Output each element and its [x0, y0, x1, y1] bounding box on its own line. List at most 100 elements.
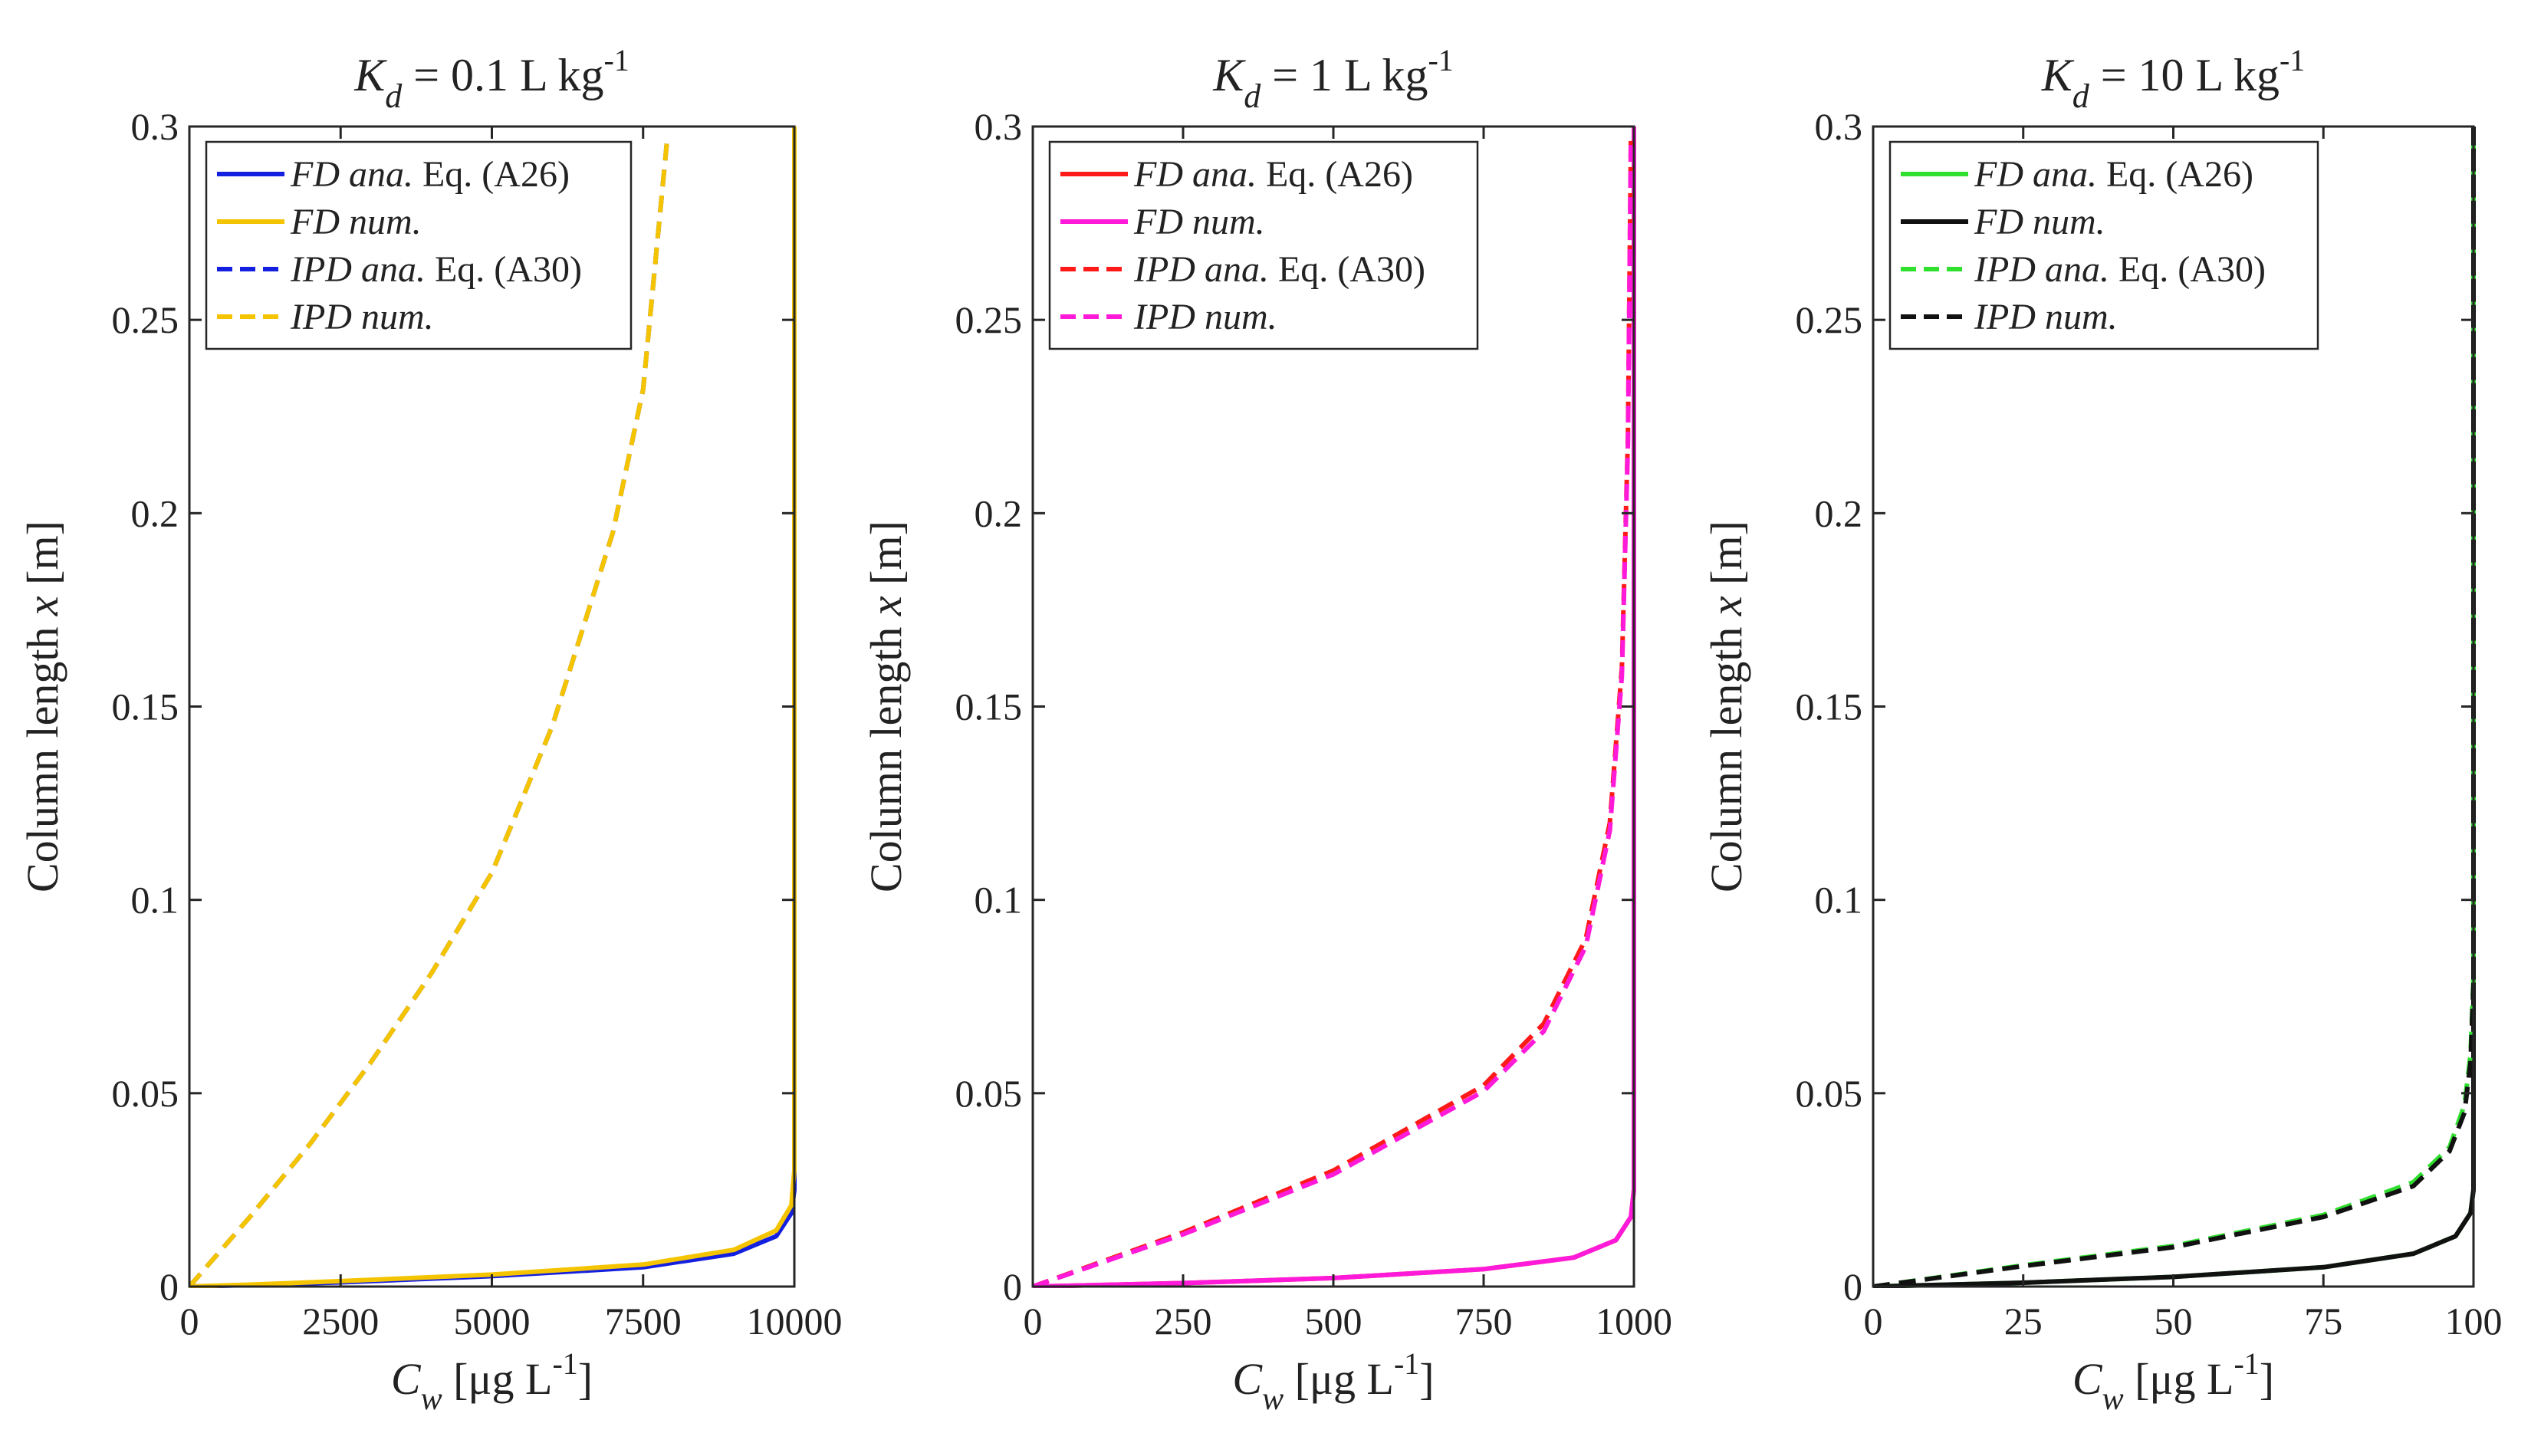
title-symbol: K: [1212, 50, 1246, 100]
xlabel-subscript: w: [421, 1382, 442, 1417]
series-line-2: [189, 127, 797, 1288]
y-tick-label: 0.2: [1815, 491, 1863, 534]
legend-label-rest: Eq. (A30): [2109, 249, 2266, 290]
legend-label-rest: Eq. (A30): [1269, 249, 1425, 290]
legend-label-italic: IPD num.: [290, 297, 434, 337]
xlabel-subscript: w: [2102, 1382, 2124, 1417]
title-subscript: d: [2072, 77, 2090, 115]
ylabel-unit: [m]: [18, 521, 67, 596]
series-line-3: [1033, 138, 1634, 1288]
y-tick-label: 0: [159, 1265, 179, 1308]
series-line-4: [1033, 138, 1634, 1288]
ylabel-unit: [m]: [1701, 521, 1751, 596]
legend-label-italic: IPD ana.: [290, 249, 426, 290]
y-tick-label: 0: [1003, 1265, 1022, 1308]
x-axis-label: Cw [μg L-1]: [2072, 1346, 2274, 1417]
chart-title: Kd = 0.1 L kg-1: [353, 43, 629, 115]
legend-label: IPD ana. Eq. (A30): [1974, 249, 2266, 290]
legend-label: FD num.: [290, 202, 422, 242]
legend: FD ana. Eq. (A26) FD num. IPD ana. Eq. (A3…: [1048, 140, 1479, 350]
x-tick-label: 750: [1455, 1300, 1513, 1343]
xlabel-subscript: w: [1262, 1382, 1284, 1417]
legend-label-italic: IPD ana.: [1974, 249, 2109, 290]
y-axis-label: Column length x [m]: [1701, 521, 1751, 892]
chart-title: Kd = 10 L kg-1: [2041, 43, 2306, 115]
legend-label-italic: FD ana.: [1133, 154, 1257, 195]
title-superscript: -1: [1428, 43, 1453, 77]
legend: FD ana. Eq. (A26) FD num. IPD ana. Eq. (A3…: [205, 140, 633, 350]
legend-label: IPD num.: [1974, 297, 2118, 337]
legend-label-rest: Eq. (A26): [1257, 154, 1413, 195]
legend-label-italic: IPD ana.: [1133, 249, 1269, 290]
legend-label: IPD num.: [1133, 297, 1277, 337]
x-tick-label: 7500: [605, 1300, 682, 1343]
legend-label-rest: Eq. (A26): [413, 154, 570, 195]
y-tick-label: 0.25: [112, 298, 179, 341]
title-text: = 0.1 L kg: [402, 50, 603, 100]
xlabel-symbol: C: [1232, 1354, 1263, 1404]
series-group: [189, 127, 797, 1288]
xlabel-text: [μg L: [442, 1354, 553, 1404]
title-text: = 10 L kg: [2089, 50, 2280, 100]
legend-label-italic: IPD num.: [1133, 297, 1277, 337]
x-tick-label: 10000: [747, 1300, 843, 1343]
series-line-4: [189, 137, 670, 1288]
xlabel-superscript: -1: [2234, 1346, 2259, 1381]
y-tick-label: 0.15: [112, 685, 179, 728]
legend-label: FD ana. Eq. (A26): [1974, 154, 2253, 195]
title-symbol: K: [2041, 50, 2075, 100]
x-tick-label: 75: [2304, 1300, 2342, 1343]
ylabel-symbol: x: [861, 596, 911, 616]
xlabel-close: ]: [2260, 1354, 2274, 1404]
xlabel-superscript: -1: [552, 1346, 577, 1381]
x-tick-label: 250: [1155, 1300, 1212, 1343]
y-tick-label: 0.2: [131, 491, 179, 534]
ylabel-symbol: x: [18, 596, 67, 616]
chart-panel-1: 0 2500 5000 7500 10000 0 0.05 0.1 0.15 0.2 0.25 0.3…: [18, 43, 843, 1417]
legend-label: FD num.: [1133, 202, 1265, 242]
legend-label-italic: FD ana.: [290, 154, 413, 195]
xlabel-superscript: -1: [1394, 1346, 1419, 1381]
xlabel-close: ]: [578, 1354, 593, 1404]
x-tick-label: 2500: [302, 1300, 379, 1343]
legend-label-rest: Eq. (A26): [2097, 154, 2253, 195]
ylabel-text: Column length: [1701, 616, 1751, 892]
x-axis-label: Cw [μg L-1]: [391, 1346, 593, 1417]
legend-label-rest: Eq. (A30): [426, 249, 582, 290]
y-tick-label: 0.15: [1796, 685, 1863, 728]
legend-label-italic: IPD num.: [1974, 297, 2118, 337]
x-tick-label: 25: [2004, 1300, 2043, 1343]
y-tick-label: 0.25: [955, 298, 1023, 341]
y-tick-label: 0.1: [131, 879, 179, 922]
legend-label-italic: FD num.: [290, 202, 422, 242]
legend-label-italic: FD num.: [1974, 202, 2105, 242]
series-line-4: [1873, 127, 2476, 1288]
xlabel-text: [μg L: [1284, 1354, 1394, 1404]
title-subscript: d: [385, 77, 403, 115]
x-tick-label: 5000: [454, 1300, 531, 1343]
chart-panel-2: 0 250 500 750 1000 0 0.05 0.1 0.15 0.2 0.25 0.3 Kd =…: [861, 43, 1672, 1417]
y-tick-label: 0.25: [1796, 298, 1863, 341]
y-tick-label: 0.2: [975, 491, 1023, 534]
title-superscript: -1: [603, 43, 629, 77]
title-subscript: d: [1244, 77, 1261, 115]
y-tick-label: 0.1: [975, 879, 1023, 922]
y-tick-label: 0.1: [1815, 879, 1863, 922]
y-axis-label: Column length x [m]: [861, 521, 911, 892]
legend-label: IPD num.: [290, 297, 434, 337]
ylabel-text: Column length: [861, 616, 911, 892]
y-tick-label: 0.05: [955, 1072, 1023, 1115]
chart-panel-3: 0 25 50 75 100 0 0.05 0.1 0.15 0.2 0.25 0.3 Kd = 10 …: [1701, 43, 2503, 1417]
legend: FD ana. Eq. (A26) FD num. IPD ana. Eq. (A3…: [1888, 140, 2319, 350]
legend-label: FD ana. Eq. (A26): [290, 154, 570, 195]
ylabel-unit: [m]: [861, 521, 911, 596]
y-tick-label: 0.3: [1815, 105, 1863, 148]
legend-label: IPD ana. Eq. (A30): [1133, 249, 1425, 290]
legend-label-italic: FD ana.: [1974, 154, 2097, 195]
x-tick-label: 100: [2445, 1300, 2503, 1343]
y-tick-label: 0: [1843, 1265, 1862, 1308]
x-tick-label: 50: [2155, 1300, 2193, 1343]
y-tick-label: 0.15: [955, 685, 1023, 728]
legend-label: FD ana. Eq. (A26): [1133, 154, 1413, 195]
